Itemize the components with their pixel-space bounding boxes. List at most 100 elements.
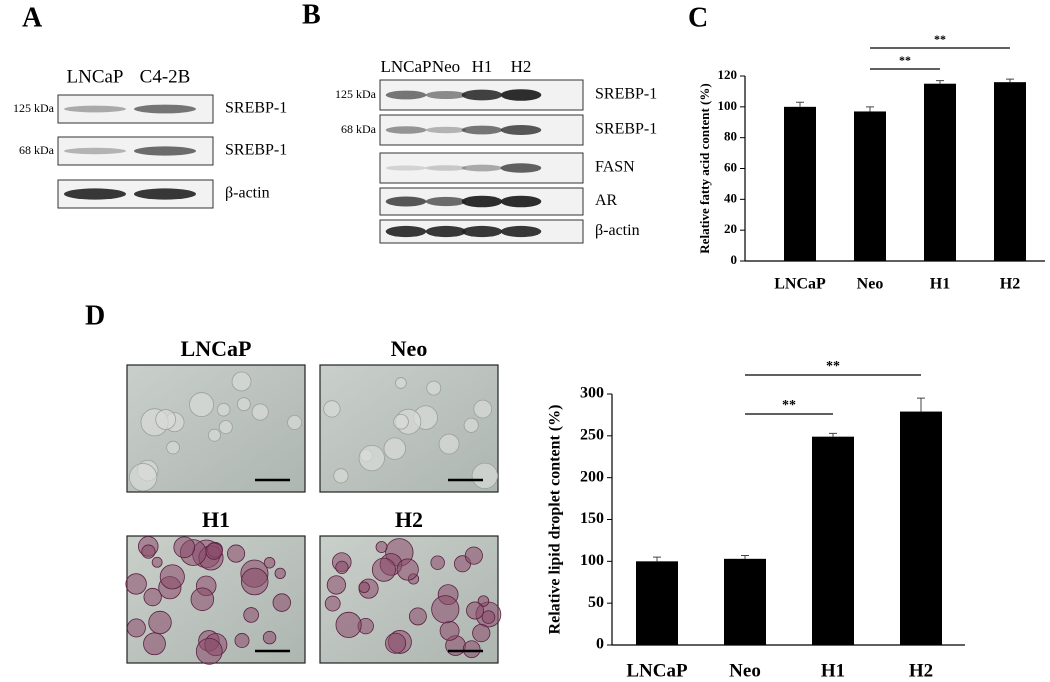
lane-label: LNCaP — [381, 57, 432, 76]
panel-label: B — [302, 0, 321, 30]
error-bar — [829, 432, 837, 437]
y-axis-label: Relative fatty acid content (%) — [697, 83, 712, 253]
band — [500, 163, 542, 173]
band — [500, 195, 542, 208]
y-axis-label: Relative lipid droplet content (%) — [547, 405, 564, 635]
cell — [195, 637, 223, 665]
band — [425, 91, 467, 99]
cell — [464, 546, 483, 565]
band — [385, 90, 427, 100]
y-tick-label: 100 — [580, 552, 604, 569]
cell — [335, 560, 349, 574]
band — [461, 89, 503, 101]
cell — [216, 402, 231, 417]
cell — [358, 444, 385, 472]
size-label: 68 kDa — [19, 143, 55, 157]
lane-label: H1 — [472, 57, 493, 76]
band — [64, 188, 126, 200]
band — [385, 225, 427, 238]
cell — [234, 633, 250, 648]
cell — [408, 607, 427, 626]
y-tick-label: 50 — [588, 594, 604, 611]
x-tick-label: LNCaP — [774, 276, 826, 293]
protein-label: SREBP-1 — [595, 86, 657, 103]
image-title: H1 — [202, 507, 230, 532]
x-tick-label: Neo — [729, 660, 761, 681]
significance-label: ** — [899, 53, 911, 67]
blot-frame — [379, 152, 584, 184]
image-title: LNCaP — [181, 336, 252, 361]
size-label: 68 kDa — [341, 122, 377, 136]
error-bar — [796, 101, 804, 107]
protein-label: SREBP-1 — [225, 100, 287, 117]
cell — [393, 413, 409, 430]
cell — [231, 371, 252, 392]
cell — [462, 640, 481, 659]
protein-label: AR — [595, 192, 618, 209]
cell — [466, 601, 485, 620]
cell — [151, 556, 163, 568]
x-tick-label: H2 — [909, 660, 933, 681]
image-title: H2 — [395, 507, 423, 532]
cell — [251, 403, 269, 421]
error-bar — [936, 80, 944, 84]
protein-label: SREBP-1 — [595, 121, 657, 138]
cell — [143, 632, 166, 656]
y-tick-label: 100 — [718, 98, 738, 113]
bar — [812, 436, 854, 645]
y-tick-label: 60 — [724, 159, 737, 174]
cell — [323, 400, 341, 418]
y-tick-label: 250 — [580, 427, 604, 444]
band — [425, 165, 467, 171]
cell — [472, 623, 491, 643]
cell — [236, 397, 251, 412]
error-bar — [917, 397, 925, 412]
protein-label: FASN — [595, 159, 635, 176]
y-tick-label: 150 — [580, 510, 604, 527]
band — [500, 89, 542, 101]
band — [425, 196, 467, 207]
y-tick-label: 80 — [724, 129, 737, 144]
panel-label: C — [688, 2, 708, 33]
cell — [324, 595, 341, 612]
cell — [375, 541, 388, 553]
y-tick-label: 40 — [724, 190, 737, 205]
lane-label: H2 — [511, 57, 532, 76]
cell — [126, 618, 146, 638]
cell — [128, 463, 158, 492]
bar — [924, 83, 956, 261]
x-tick-label: H1 — [930, 276, 950, 293]
lane-label: Neo — [432, 57, 460, 76]
band — [134, 146, 196, 156]
cell — [395, 377, 407, 389]
significance-label: ** — [934, 32, 946, 46]
y-tick-label: 0 — [596, 636, 604, 653]
band — [461, 164, 503, 172]
y-tick-label: 300 — [580, 385, 604, 402]
band — [461, 195, 503, 208]
y-tick-label: 0 — [731, 252, 738, 267]
cell — [173, 536, 196, 559]
band — [500, 225, 542, 238]
band — [425, 126, 467, 134]
band — [134, 104, 196, 114]
cell — [190, 587, 215, 611]
cell — [263, 556, 276, 569]
cell — [141, 544, 156, 559]
lane-label: LNCaP — [67, 66, 124, 87]
band — [64, 147, 126, 155]
cell — [148, 610, 172, 635]
x-tick-label: H2 — [1000, 276, 1020, 293]
band — [385, 126, 427, 134]
protein-label: SREBP-1 — [225, 142, 287, 159]
cell — [463, 417, 479, 433]
error-bar — [866, 106, 874, 112]
cell — [243, 607, 259, 623]
cell — [205, 542, 223, 560]
image-title: Neo — [391, 336, 428, 361]
panel-label: A — [22, 2, 43, 33]
size-label: 125 kDa — [13, 101, 55, 115]
cell — [430, 555, 445, 570]
bar — [784, 106, 816, 261]
